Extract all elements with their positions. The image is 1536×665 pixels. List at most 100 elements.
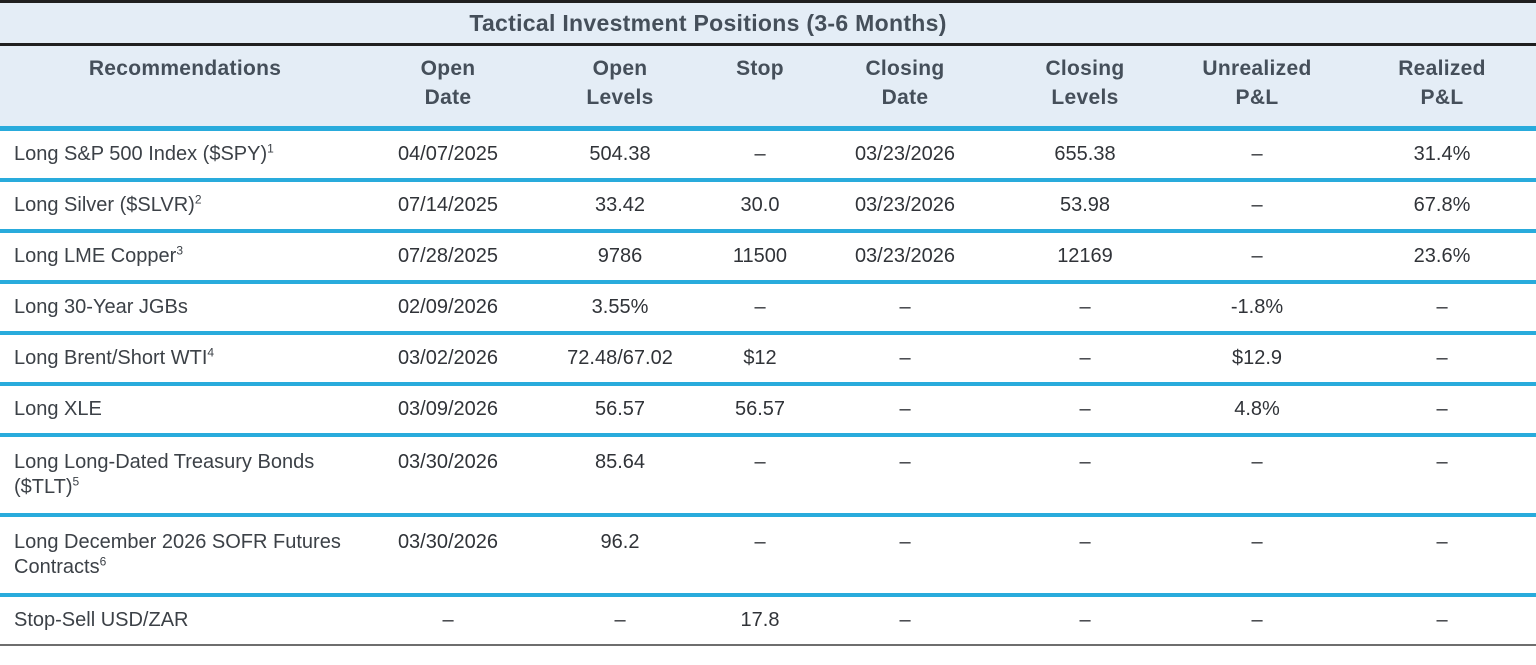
cell-realized-pnl: 67.8% bbox=[1348, 180, 1536, 233]
footnote-marker: 2 bbox=[194, 192, 202, 207]
cell-stop: 56.57 bbox=[714, 384, 806, 437]
col-header-realized-pnl: Realized P&L bbox=[1348, 46, 1536, 131]
cell-open-levels: 504.38 bbox=[526, 128, 714, 182]
table-header-row: Recommendations Open Date Open Levels St… bbox=[0, 46, 1536, 131]
table-row: Long Brent/Short WTI4 03/02/2026 72.48/6… bbox=[0, 333, 1536, 386]
tactical-positions-table: Tactical Investment Positions (3-6 Month… bbox=[0, 0, 1536, 646]
col-header-unrealized-pnl: Unrealized P&L bbox=[1166, 46, 1348, 131]
recommendation-label: Long S&P 500 Index ($SPY) bbox=[14, 143, 268, 165]
cell-realized-pnl: 23.6% bbox=[1348, 231, 1536, 284]
cell-open-date: 07/14/2025 bbox=[370, 180, 526, 233]
cell-unrealized-pnl: $12.9 bbox=[1166, 333, 1348, 386]
cell-stop: – bbox=[714, 128, 806, 182]
cell-open-levels: 3.55% bbox=[526, 282, 714, 335]
cell-closing-levels: – bbox=[1004, 282, 1166, 335]
cell-closing-date: – bbox=[806, 595, 1004, 646]
col-header-recommendations: Recommendations bbox=[0, 46, 370, 131]
recommendation-label: Long LME Copper bbox=[14, 245, 177, 267]
cell-recommendation: Stop-Sell USD/ZAR bbox=[0, 595, 370, 646]
recommendation-label: Long Silver ($SLVR) bbox=[14, 194, 195, 216]
recommendation-label: Long XLE bbox=[14, 398, 102, 420]
col-header-closing-levels: Closing Levels bbox=[1004, 46, 1166, 131]
recommendation-label: Long Brent/Short WTI bbox=[14, 347, 208, 369]
cell-closing-levels: – bbox=[1004, 435, 1166, 517]
cell-closing-levels: – bbox=[1004, 384, 1166, 437]
table-row: Long 30-Year JGBs 02/09/2026 3.55% – – –… bbox=[0, 282, 1536, 335]
cell-recommendation: Long Long-Dated Treasury Bonds ($TLT)5 bbox=[0, 435, 370, 517]
cell-unrealized-pnl: – bbox=[1166, 595, 1348, 646]
table-row: Long S&P 500 Index ($SPY)1 04/07/2025 50… bbox=[0, 128, 1536, 182]
cell-unrealized-pnl: -1.8% bbox=[1166, 282, 1348, 335]
cell-realized-pnl: – bbox=[1348, 515, 1536, 597]
cell-recommendation: Long Brent/Short WTI4 bbox=[0, 333, 370, 386]
cell-open-date: 03/09/2026 bbox=[370, 384, 526, 437]
cell-open-date: 03/30/2026 bbox=[370, 515, 526, 597]
cell-closing-levels: 12169 bbox=[1004, 231, 1166, 284]
table-row: Long LME Copper3 07/28/2025 9786 11500 0… bbox=[0, 231, 1536, 284]
cell-open-levels: 9786 bbox=[526, 231, 714, 284]
recommendation-label: Long 30-Year JGBs bbox=[14, 296, 188, 318]
footnote-marker: 4 bbox=[207, 345, 215, 360]
cell-open-date: 03/30/2026 bbox=[370, 435, 526, 517]
cell-closing-date: – bbox=[806, 333, 1004, 386]
cell-realized-pnl: – bbox=[1348, 384, 1536, 437]
table-row: Stop-Sell USD/ZAR – – 17.8 – – – – bbox=[0, 595, 1536, 646]
cell-open-date: 02/09/2026 bbox=[370, 282, 526, 335]
cell-recommendation: Long December 2026 SOFR Futures Contract… bbox=[0, 515, 370, 597]
cell-unrealized-pnl: – bbox=[1166, 435, 1348, 517]
cell-unrealized-pnl: 4.8% bbox=[1166, 384, 1348, 437]
cell-closing-date: – bbox=[806, 384, 1004, 437]
table-title: Tactical Investment Positions (3-6 Month… bbox=[0, 0, 1536, 46]
cell-open-levels: 85.64 bbox=[526, 435, 714, 517]
cell-closing-date: 03/23/2026 bbox=[806, 231, 1004, 284]
cell-realized-pnl: 31.4% bbox=[1348, 128, 1536, 182]
cell-open-date: 03/02/2026 bbox=[370, 333, 526, 386]
cell-recommendation: Long LME Copper3 bbox=[0, 231, 370, 284]
cell-unrealized-pnl: – bbox=[1166, 180, 1348, 233]
cell-closing-date: – bbox=[806, 282, 1004, 335]
cell-stop: 11500 bbox=[714, 231, 806, 284]
cell-recommendation: Long XLE bbox=[0, 384, 370, 437]
table-row: Long Silver ($SLVR)2 07/14/2025 33.42 30… bbox=[0, 180, 1536, 233]
col-header-open-levels: Open Levels bbox=[526, 46, 714, 131]
table-row: Long December 2026 SOFR Futures Contract… bbox=[0, 515, 1536, 597]
cell-recommendation: Long 30-Year JGBs bbox=[0, 282, 370, 335]
cell-open-date: – bbox=[370, 595, 526, 646]
cell-stop: $12 bbox=[714, 333, 806, 386]
cell-closing-levels: – bbox=[1004, 595, 1166, 646]
recommendation-label: Stop-Sell USD/ZAR bbox=[14, 609, 189, 631]
footnote-marker: 1 bbox=[267, 141, 274, 156]
cell-open-levels: 33.42 bbox=[526, 180, 714, 233]
cell-open-levels: – bbox=[526, 595, 714, 646]
positions-table: Recommendations Open Date Open Levels St… bbox=[0, 46, 1536, 646]
cell-closing-date: 03/23/2026 bbox=[806, 180, 1004, 233]
cell-stop: 17.8 bbox=[714, 595, 806, 646]
cell-unrealized-pnl: – bbox=[1166, 128, 1348, 182]
cell-open-levels: 56.57 bbox=[526, 384, 714, 437]
cell-open-date: 07/28/2025 bbox=[370, 231, 526, 284]
cell-closing-date: – bbox=[806, 435, 1004, 517]
table-row: Long XLE 03/09/2026 56.57 56.57 – – 4.8%… bbox=[0, 384, 1536, 437]
cell-open-levels: 96.2 bbox=[526, 515, 714, 597]
cell-closing-levels: 655.38 bbox=[1004, 128, 1166, 182]
cell-closing-levels: – bbox=[1004, 515, 1166, 597]
cell-stop: – bbox=[714, 282, 806, 335]
col-header-stop: Stop bbox=[714, 46, 806, 131]
cell-recommendation: Long S&P 500 Index ($SPY)1 bbox=[0, 128, 370, 182]
cell-stop: – bbox=[714, 435, 806, 517]
cell-stop: – bbox=[714, 515, 806, 597]
footnote-marker: 6 bbox=[99, 554, 107, 569]
footnote-marker: 3 bbox=[176, 243, 184, 258]
cell-realized-pnl: – bbox=[1348, 595, 1536, 646]
footnote-marker: 5 bbox=[72, 474, 80, 489]
col-header-open-date: Open Date bbox=[370, 46, 526, 131]
cell-unrealized-pnl: – bbox=[1166, 231, 1348, 284]
cell-realized-pnl: – bbox=[1348, 435, 1536, 517]
table-row: Long Long-Dated Treasury Bonds ($TLT)5 0… bbox=[0, 435, 1536, 517]
cell-recommendation: Long Silver ($SLVR)2 bbox=[0, 180, 370, 233]
recommendation-label: Long December 2026 SOFR Futures Contract… bbox=[14, 531, 341, 578]
col-header-closing-date: Closing Date bbox=[806, 46, 1004, 131]
cell-stop: 30.0 bbox=[714, 180, 806, 233]
cell-closing-levels: – bbox=[1004, 333, 1166, 386]
cell-closing-date: 03/23/2026 bbox=[806, 128, 1004, 182]
